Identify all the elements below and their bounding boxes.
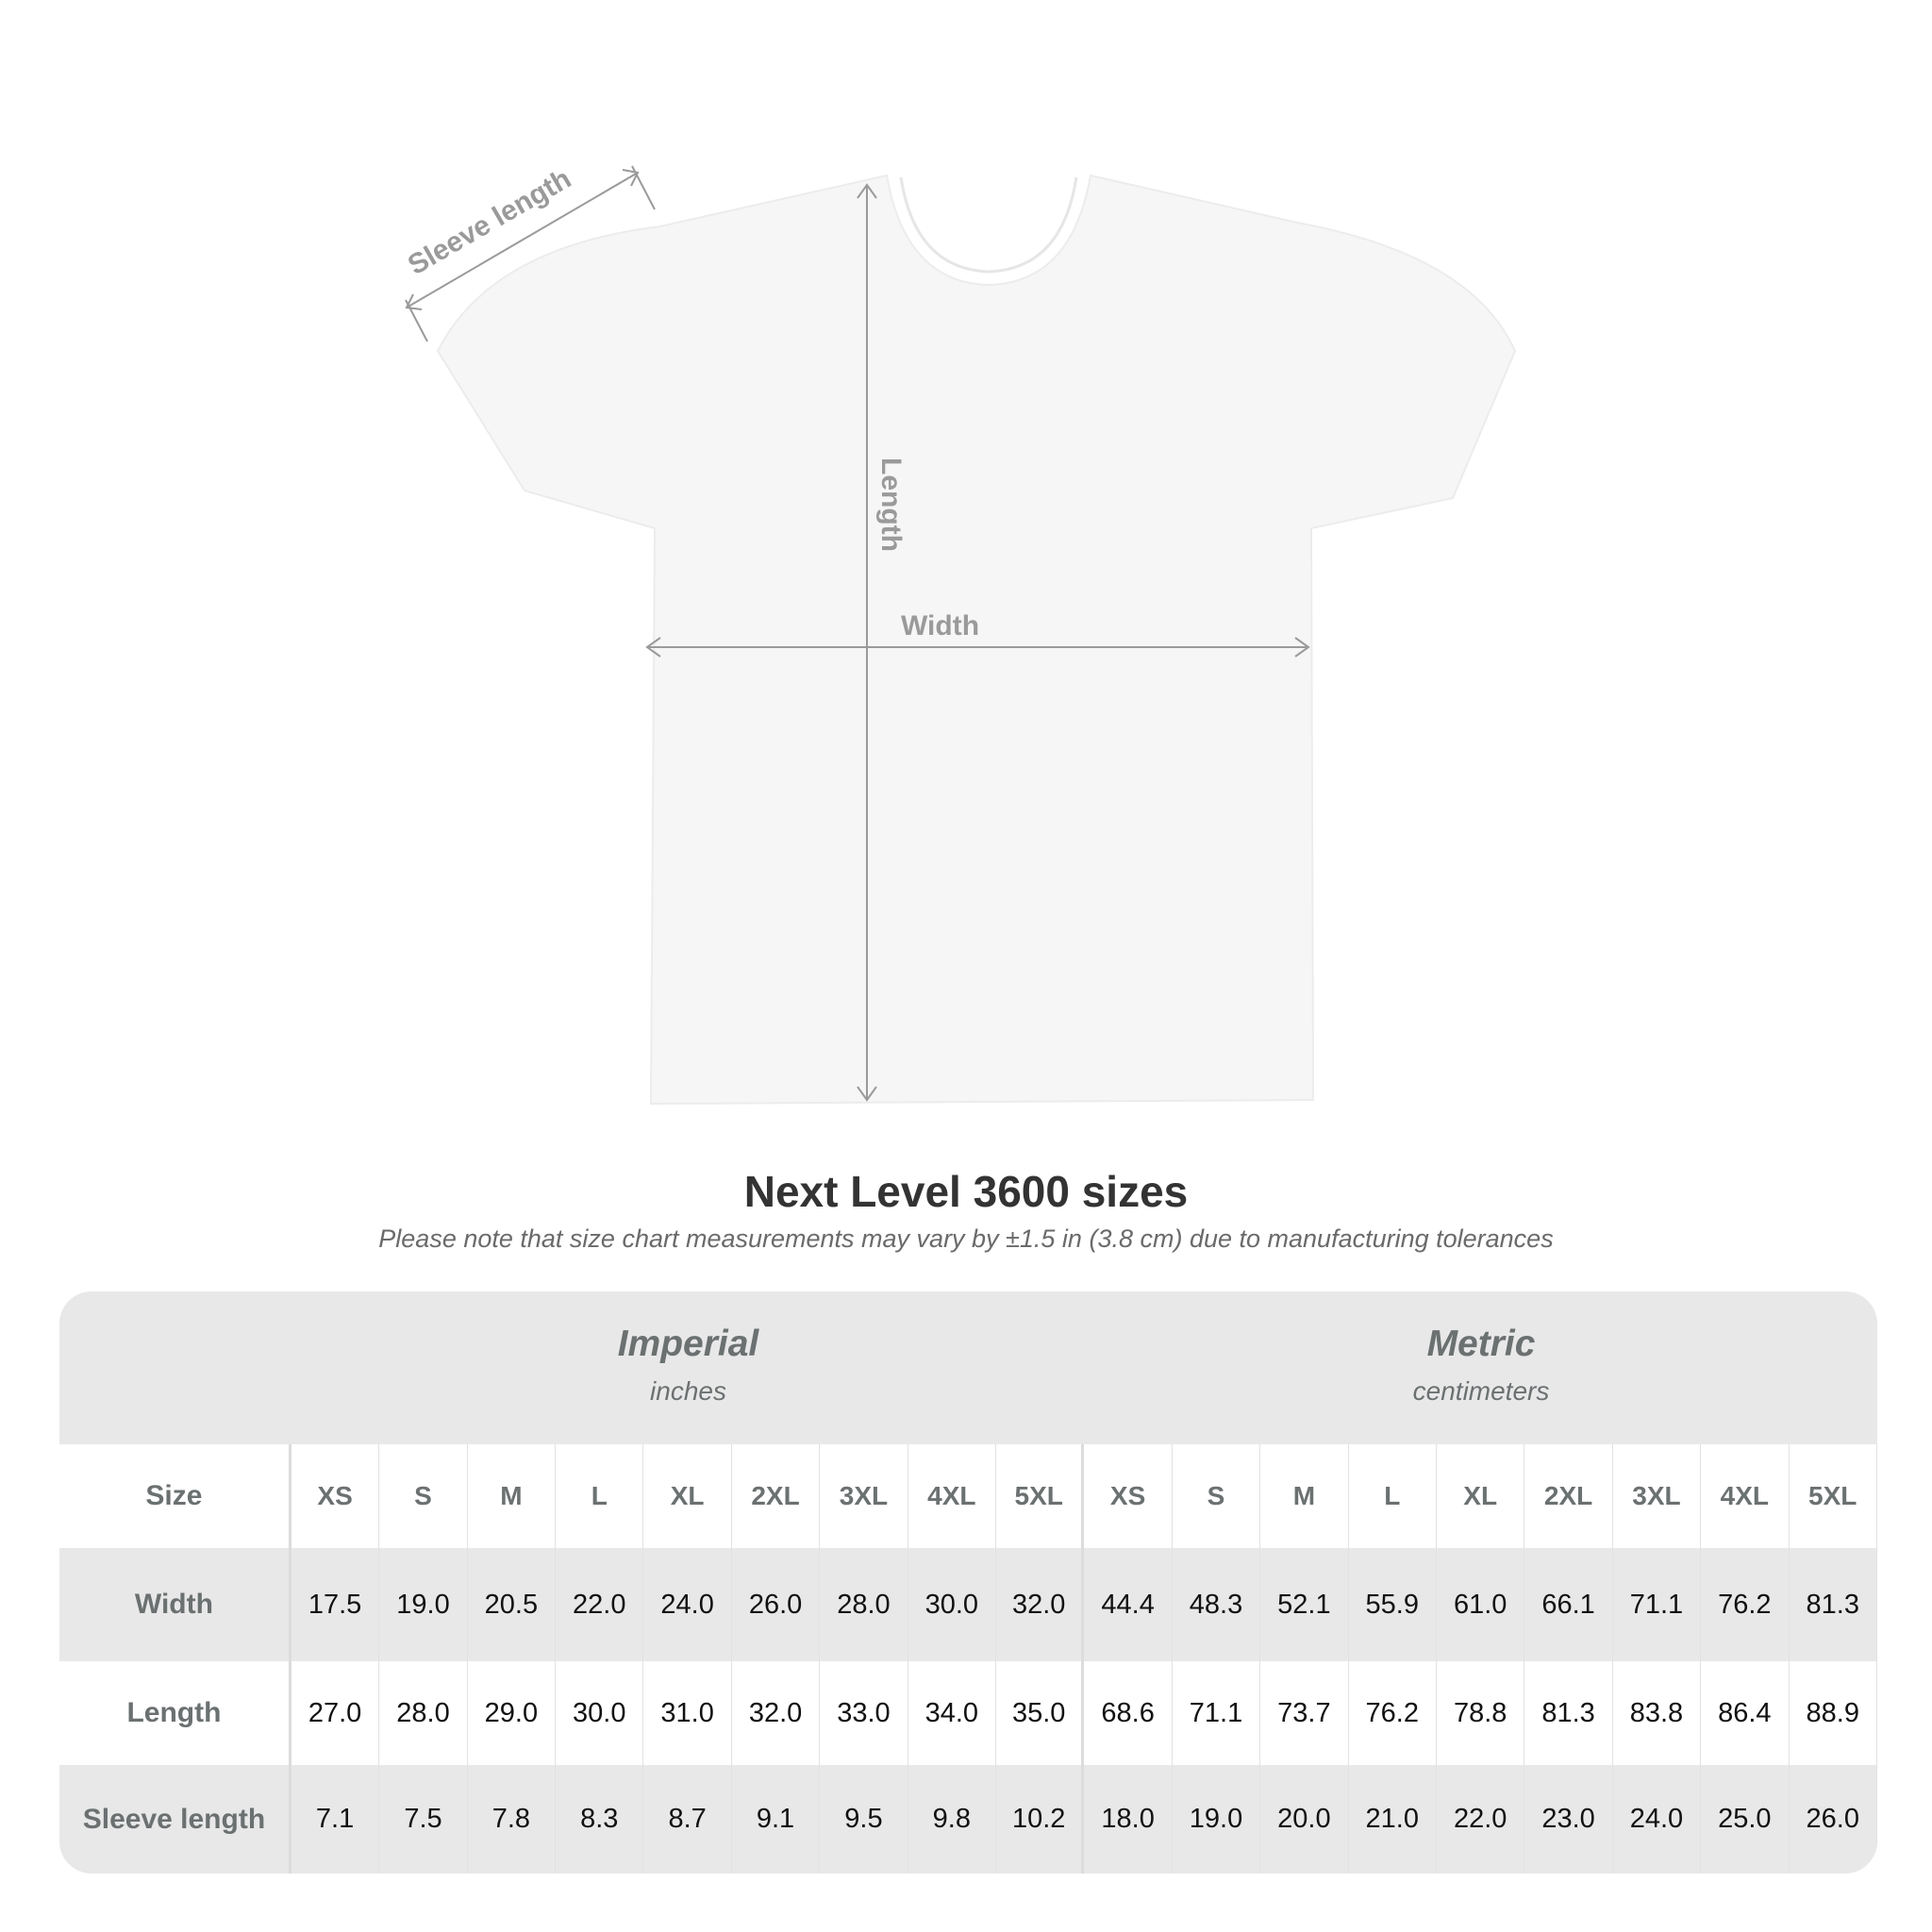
value-cell: 20.5 (468, 1548, 557, 1661)
row-label: Width (59, 1548, 291, 1661)
value-cell: 7.5 (379, 1765, 468, 1874)
value-cell: 27.0 (291, 1661, 380, 1765)
value-cell: 44.4 (1084, 1548, 1173, 1661)
size-header-cell: 2XL (732, 1444, 821, 1548)
table-row: Sleeve length 7.1 7.5 7.8 8.3 8.7 9.1 9.5 9.8 10.… (59, 1765, 1877, 1874)
value-cell: 21.0 (1349, 1765, 1437, 1874)
value-cell: 71.1 (1613, 1548, 1702, 1661)
table-row: Width 17.5 19.0 20.5 22.0 24.0 26.0 28.0 30.0 32.… (59, 1548, 1877, 1661)
value-cell: 19.0 (1173, 1765, 1261, 1874)
value-cell: 19.0 (379, 1548, 468, 1661)
measurement-lines (405, 165, 1310, 1102)
tshirt-shape (436, 174, 1517, 1106)
metric-header: Metric centimeters (1085, 1291, 1877, 1444)
collar (899, 176, 1078, 274)
table-row: Length 27.0 28.0 29.0 30.0 31.0 32.0 33.0 34.0 35… (59, 1661, 1877, 1765)
value-cell: 48.3 (1173, 1548, 1261, 1661)
value-cell: 10.2 (996, 1765, 1085, 1874)
tshirt-diagram: Sleeve length Length Width (403, 163, 1517, 1106)
value-cell: 31.0 (643, 1661, 732, 1765)
size-header-cell: 5XL (996, 1444, 1085, 1548)
value-cell: 22.0 (556, 1548, 644, 1661)
page-title: Next Level 3600 sizes (743, 1167, 1189, 1216)
size-header-cell: 3XL (820, 1444, 908, 1548)
length-label: Length (875, 458, 907, 552)
size-header-cell: 5XL (1790, 1444, 1877, 1548)
value-cell: 23.0 (1524, 1765, 1613, 1874)
size-header-cell: L (556, 1444, 644, 1548)
value-cell: 78.8 (1437, 1661, 1525, 1765)
value-cell: 32.0 (996, 1548, 1085, 1661)
metric-title: Metric (1426, 1324, 1536, 1364)
value-cell: 76.2 (1701, 1548, 1790, 1661)
value-cell: 8.3 (556, 1765, 644, 1874)
value-cell: 30.0 (556, 1661, 644, 1765)
value-cell: 20.0 (1260, 1765, 1349, 1874)
imperial-header: Imperial inches (291, 1291, 1085, 1444)
value-cell: 52.1 (1260, 1548, 1349, 1661)
metric-unit: centimeters (1412, 1376, 1550, 1406)
row-label: Sleeve length (59, 1765, 291, 1874)
value-cell: 73.7 (1260, 1661, 1349, 1765)
value-cell: 9.8 (908, 1765, 997, 1874)
value-cell: 29.0 (468, 1661, 557, 1765)
value-cell: 26.0 (732, 1548, 821, 1661)
value-cell: 81.3 (1524, 1661, 1613, 1765)
value-cell: 66.1 (1524, 1548, 1613, 1661)
size-header-cell: XS (291, 1444, 380, 1548)
value-cell: 30.0 (908, 1548, 997, 1661)
value-cell: 35.0 (996, 1661, 1085, 1765)
size-header-cell: M (1260, 1444, 1349, 1548)
value-cell: 33.0 (820, 1661, 908, 1765)
value-cell: 8.7 (643, 1765, 732, 1874)
value-cell: 81.3 (1790, 1548, 1877, 1661)
value-cell: 61.0 (1437, 1548, 1525, 1661)
value-cell: 25.0 (1701, 1765, 1790, 1874)
value-cell: 26.0 (1790, 1765, 1877, 1874)
size-header-cell: S (379, 1444, 468, 1548)
value-cell: 7.1 (291, 1765, 380, 1874)
value-cell: 32.0 (732, 1661, 821, 1765)
size-header-cell: M (468, 1444, 557, 1548)
value-cell: 86.4 (1701, 1661, 1790, 1765)
value-cell: 71.1 (1173, 1661, 1261, 1765)
size-header-cell: XL (643, 1444, 732, 1548)
value-cell: 34.0 (908, 1661, 997, 1765)
row-label: Length (59, 1661, 291, 1765)
imperial-title: Imperial (617, 1324, 759, 1364)
value-cell: 24.0 (643, 1548, 732, 1661)
value-cell: 55.9 (1349, 1548, 1437, 1661)
width-label: Width (901, 610, 979, 641)
size-header-cell: 3XL (1613, 1444, 1702, 1548)
size-header-cell: XL (1437, 1444, 1525, 1548)
value-cell: 68.6 (1084, 1661, 1173, 1765)
value-cell: 9.5 (820, 1765, 908, 1874)
value-cell: 9.1 (732, 1765, 821, 1874)
row-label: Size (59, 1444, 291, 1548)
size-table: Imperial inches Metric centimeters Size X… (59, 1291, 1877, 1874)
value-cell: 24.0 (1613, 1765, 1702, 1874)
value-cell: 28.0 (379, 1661, 468, 1765)
value-cell: 17.5 (291, 1548, 380, 1661)
imperial-unit: inches (650, 1376, 726, 1406)
value-cell: 28.0 (820, 1548, 908, 1661)
size-header-cell: XS (1084, 1444, 1173, 1548)
size-header-cell: 4XL (908, 1444, 997, 1548)
value-cell: 7.8 (468, 1765, 557, 1874)
value-cell: 76.2 (1349, 1661, 1437, 1765)
size-header-cell: 2XL (1524, 1444, 1613, 1548)
value-cell: 22.0 (1437, 1765, 1525, 1874)
size-header-cell: S (1173, 1444, 1261, 1548)
value-cell: 83.8 (1613, 1661, 1702, 1765)
tolerance-note: Please note that size chart measurements… (378, 1224, 1554, 1253)
value-cell: 18.0 (1084, 1765, 1173, 1874)
size-header-cell: 4XL (1701, 1444, 1790, 1548)
size-header-cell: L (1349, 1444, 1437, 1548)
value-cell: 88.9 (1790, 1661, 1877, 1765)
sleeve-line (406, 172, 639, 308)
size-header-row: Size XS S M L XL 2XL 3XL 4XL 5XL XS S M L XL 2XL 3XL 4XL 5… (59, 1444, 1877, 1548)
